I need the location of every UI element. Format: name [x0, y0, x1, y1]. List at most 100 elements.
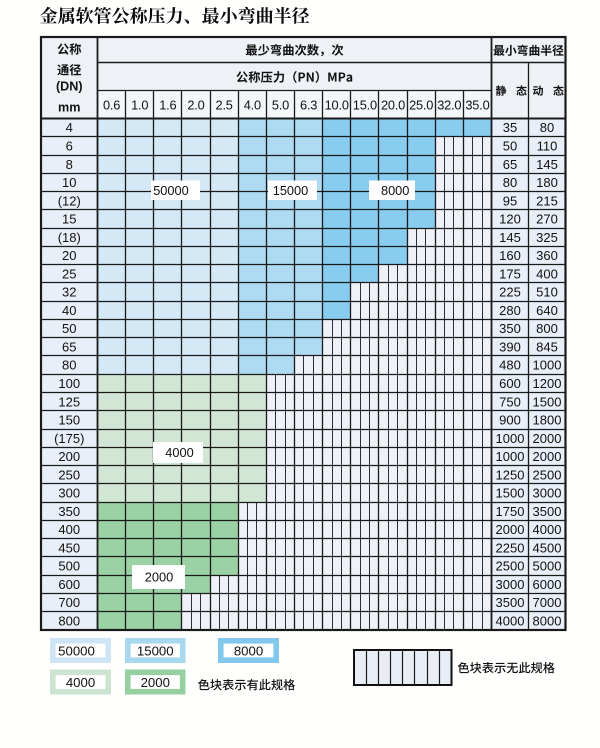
svg-text:175: 175 [499, 266, 521, 281]
svg-text:(12): (12) [58, 193, 81, 208]
svg-text:40: 40 [62, 303, 76, 318]
svg-text:5000: 5000 [533, 559, 562, 574]
svg-text:4: 4 [66, 120, 73, 135]
svg-text:1750: 1750 [496, 504, 525, 519]
svg-text:2000: 2000 [145, 570, 173, 585]
svg-text:50000: 50000 [58, 644, 95, 659]
svg-text:0.6: 0.6 [103, 97, 120, 112]
svg-text:700: 700 [58, 595, 80, 610]
svg-text:50000: 50000 [153, 183, 189, 198]
svg-text:mm: mm [58, 101, 80, 115]
svg-text:350: 350 [499, 321, 521, 336]
svg-text:8: 8 [66, 157, 73, 172]
svg-text:160: 160 [499, 248, 521, 263]
svg-text:2000: 2000 [141, 675, 170, 690]
svg-text:4000: 4000 [165, 445, 193, 460]
svg-text:450: 450 [58, 540, 80, 555]
svg-text:7000: 7000 [533, 595, 562, 610]
svg-text:180: 180 [536, 175, 558, 190]
svg-text:4000: 4000 [496, 613, 525, 628]
svg-text:4000: 4000 [533, 522, 562, 537]
svg-text:2000: 2000 [533, 431, 562, 446]
svg-text:845: 845 [536, 339, 558, 354]
svg-text:65: 65 [62, 339, 76, 354]
svg-text:20: 20 [62, 248, 76, 263]
svg-text:4000: 4000 [66, 675, 95, 690]
svg-text:25: 25 [62, 266, 76, 281]
svg-text:360: 360 [536, 248, 558, 263]
svg-text:800: 800 [58, 613, 80, 628]
svg-text:300: 300 [58, 486, 80, 501]
svg-text:1250: 1250 [496, 467, 525, 482]
svg-text:50: 50 [503, 139, 517, 154]
svg-text:4.0: 4.0 [244, 97, 261, 112]
svg-text:1.0: 1.0 [131, 97, 148, 112]
svg-text:5.0: 5.0 [272, 97, 289, 112]
svg-text:600: 600 [499, 376, 521, 391]
svg-text:6000: 6000 [533, 577, 562, 592]
svg-text:1200: 1200 [533, 376, 562, 391]
svg-text:145: 145 [499, 230, 521, 245]
svg-text:125: 125 [58, 394, 80, 409]
svg-text:10.0: 10.0 [325, 97, 349, 112]
svg-text:3000: 3000 [533, 486, 562, 501]
svg-text:95: 95 [503, 193, 517, 208]
svg-text:215: 215 [536, 193, 558, 208]
svg-text:500: 500 [58, 559, 80, 574]
svg-text:65: 65 [503, 157, 517, 172]
svg-text:110: 110 [537, 139, 558, 154]
svg-text:20.0: 20.0 [381, 97, 405, 112]
svg-text:2.0: 2.0 [187, 97, 204, 112]
svg-text:2000: 2000 [496, 522, 525, 537]
svg-text:50: 50 [62, 321, 76, 336]
svg-text:8000: 8000 [381, 183, 409, 198]
svg-text:270: 270 [536, 212, 558, 227]
svg-text:640: 640 [536, 303, 558, 318]
svg-text:32: 32 [62, 285, 76, 300]
svg-text:15000: 15000 [137, 644, 174, 659]
svg-text:350: 350 [58, 504, 80, 519]
svg-text:35: 35 [503, 120, 517, 135]
svg-text:(175): (175) [54, 431, 84, 446]
svg-text:100: 100 [58, 376, 80, 391]
svg-text:4500: 4500 [533, 540, 562, 555]
svg-text:3500: 3500 [496, 595, 525, 610]
svg-text:150: 150 [58, 413, 80, 428]
svg-text:15: 15 [62, 212, 76, 227]
svg-text:1800: 1800 [533, 413, 562, 428]
svg-text:6.3: 6.3 [300, 97, 317, 112]
svg-text:325: 325 [536, 230, 558, 245]
svg-text:(18): (18) [58, 230, 81, 245]
svg-text:1500: 1500 [533, 394, 562, 409]
svg-text:390: 390 [499, 339, 521, 354]
svg-text:(DN): (DN) [56, 80, 83, 94]
svg-text:3000: 3000 [496, 577, 525, 592]
svg-text:2.5: 2.5 [216, 97, 233, 112]
svg-text:8000: 8000 [533, 613, 562, 628]
svg-text:80: 80 [503, 175, 517, 190]
svg-text:15.0: 15.0 [353, 97, 377, 112]
svg-text:6: 6 [66, 139, 73, 154]
svg-text:2500: 2500 [533, 467, 562, 482]
svg-text:25.0: 25.0 [409, 97, 433, 112]
svg-text:15000: 15000 [273, 183, 309, 198]
svg-text:900: 900 [499, 413, 521, 428]
svg-text:480: 480 [499, 358, 521, 373]
svg-text:1500: 1500 [496, 486, 525, 501]
svg-text:2500: 2500 [496, 559, 525, 574]
svg-text:145: 145 [536, 157, 558, 172]
svg-text:8000: 8000 [234, 644, 263, 659]
svg-text:600: 600 [58, 577, 80, 592]
svg-text:2000: 2000 [533, 449, 562, 464]
svg-text:250: 250 [58, 467, 80, 482]
svg-text:1000: 1000 [496, 431, 525, 446]
svg-text:1000: 1000 [496, 449, 525, 464]
svg-text:800: 800 [536, 321, 558, 336]
svg-text:1000: 1000 [533, 358, 562, 373]
svg-text:10: 10 [62, 175, 76, 190]
svg-text:120: 120 [499, 212, 521, 227]
svg-text:80: 80 [62, 358, 76, 373]
svg-text:225: 225 [499, 285, 521, 300]
svg-text:400: 400 [58, 522, 80, 537]
svg-text:280: 280 [499, 303, 521, 318]
